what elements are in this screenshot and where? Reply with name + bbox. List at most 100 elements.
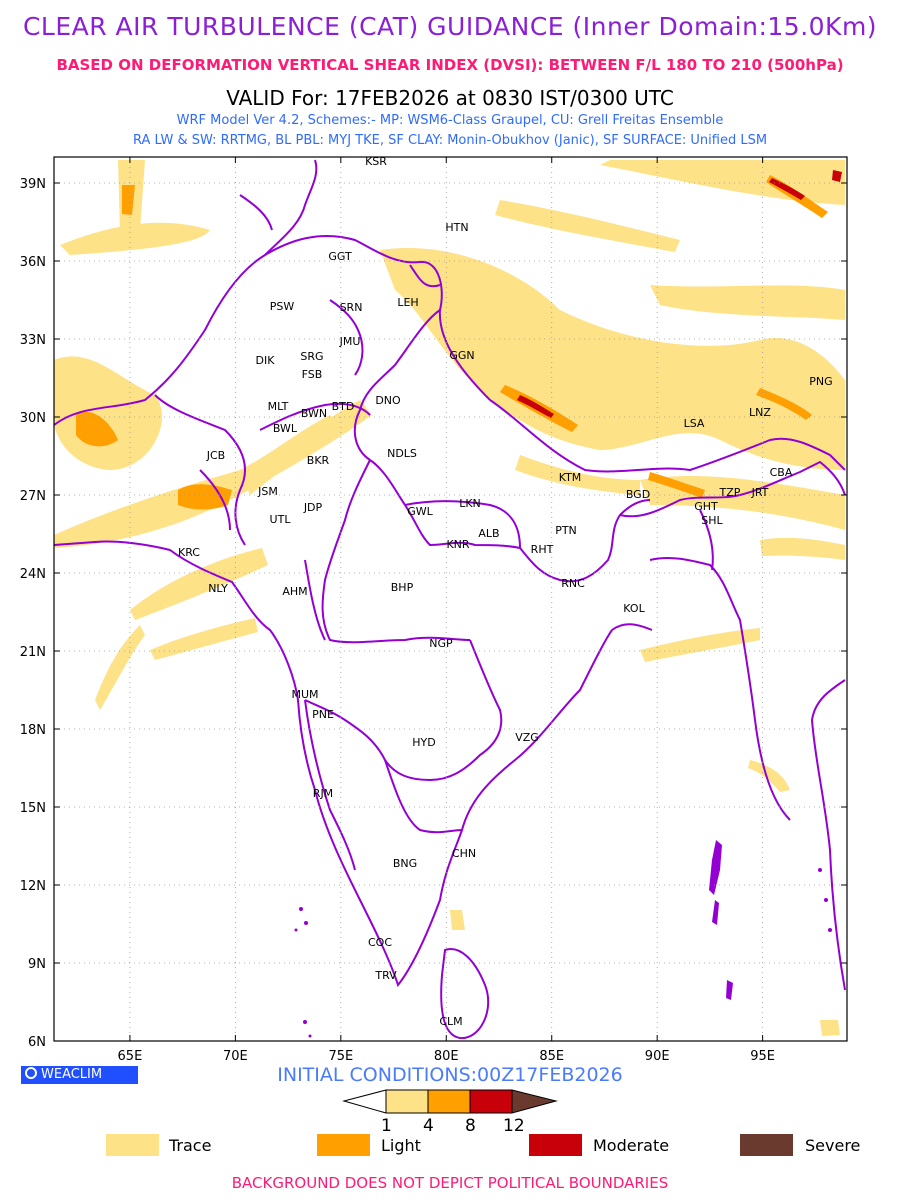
station-label: LSA — [684, 417, 705, 430]
station-label: KOL — [623, 602, 645, 615]
colorbar-segment-1-4 — [385, 1089, 429, 1114]
station-label: MLT — [268, 400, 289, 413]
legend-swatch-moderate — [529, 1134, 582, 1156]
station-label: JDP — [303, 501, 323, 514]
lat-tick-label: 21N — [20, 645, 46, 660]
lon-tick-label: 85E — [539, 1049, 564, 1064]
colorbar-tick-12: 12 — [503, 1116, 525, 1136]
station-label: JRT — [751, 486, 769, 499]
station-label: BWN — [301, 407, 327, 420]
lat-tick-label: 30N — [20, 411, 46, 426]
station-label: VZG — [515, 731, 539, 744]
lat-tick-label: 36N — [20, 255, 46, 270]
colorbar — [342, 1089, 558, 1114]
lon-tick-label: 70E — [223, 1049, 248, 1064]
lon-tick-label: 90E — [645, 1049, 670, 1064]
colorbar-segment-above-12 — [511, 1089, 558, 1114]
station-label: BTD — [332, 400, 355, 413]
station-label: SHL — [701, 514, 723, 527]
station-label: CHN — [452, 847, 476, 860]
station-label: LEH — [397, 296, 418, 309]
station-label: CLM — [439, 1015, 462, 1028]
moderate-shading — [517, 170, 842, 418]
lat-tick-label: 12N — [20, 879, 46, 894]
station-label: JCB — [206, 449, 225, 462]
axis-ticks — [54, 157, 847, 1042]
legend-swatch-severe — [740, 1134, 793, 1156]
station-label: GGT — [328, 250, 352, 263]
station-label: KTM — [559, 471, 582, 484]
colorbar-tick-4: 4 — [423, 1116, 434, 1136]
legend-swatch-light — [317, 1134, 370, 1156]
station-label: BGD — [626, 488, 650, 501]
colorbar-tick-8: 8 — [465, 1116, 476, 1136]
station-label: TZP — [719, 486, 741, 499]
colorbar-tick-1: 1 — [381, 1116, 392, 1136]
station-label: AHM — [282, 585, 307, 598]
station-label: RJM — [313, 787, 333, 800]
colorbar-segment-8-12 — [469, 1089, 513, 1114]
lat-tick-label: 27N — [20, 489, 46, 504]
lat-tick-label: 6N — [28, 1035, 46, 1050]
station-label: CBA — [770, 466, 793, 479]
station-label: TRV — [374, 969, 397, 982]
legend-label-light: Light — [381, 1136, 421, 1155]
colorbar-segment-below-1 — [342, 1089, 387, 1114]
station-label: DNO — [375, 394, 401, 407]
footer-disclaimer: BACKGROUND DOES NOT DEPICT POLITICAL BOU… — [231, 1174, 669, 1192]
station-label: LKN — [459, 497, 481, 510]
valid-time: VALID For: 17FEB2026 at 0830 IST/0300 UT… — [226, 86, 674, 110]
station-label: KSR — [365, 155, 387, 168]
lat-tick-label: 15N — [20, 801, 46, 816]
station-label: NDLS — [387, 447, 417, 460]
legend-swatch-trace — [106, 1134, 159, 1156]
copyright-icon — [25, 1067, 37, 1079]
chart-subtitle: BASED ON DEFORMATION VERTICAL SHEAR INDE… — [56, 56, 844, 74]
station-label: PNE — [312, 708, 334, 721]
lat-tick-label: 39N — [20, 177, 46, 192]
station-label: BHP — [391, 581, 414, 594]
station-label: RHT — [531, 543, 554, 556]
colorbar-segment-4-8 — [427, 1089, 471, 1114]
station-label: HYD — [412, 736, 435, 749]
model-info-line-1: WRF Model Ver 4.2, Schemes:- MP: WSM6-Cl… — [176, 113, 724, 128]
station-label: BNG — [393, 857, 417, 870]
brand-label: WEACLIM — [41, 1067, 103, 1082]
station-label: RNC — [561, 577, 585, 590]
station-label: BKR — [307, 454, 330, 467]
lat-tick-label: 9N — [28, 957, 46, 972]
trace-shading — [54, 160, 845, 1036]
station-label: GHT — [694, 500, 718, 513]
station-label: PTN — [555, 524, 577, 537]
legend-label-trace: Trace — [169, 1136, 212, 1155]
station-label: NGP — [429, 637, 453, 650]
andaman-islands — [294, 840, 832, 1038]
station-label: FSB — [302, 368, 323, 381]
legend-label-moderate: Moderate — [593, 1136, 670, 1155]
lat-tick-label: 24N — [20, 567, 46, 582]
initial-conditions: INITIAL CONDITIONS:00Z17FEB2026 — [277, 1064, 623, 1086]
axis-labels: 39N 36N 33N 30N 27N 24N 21N 18N 15N 12N 9N 6N 65E 70E… — [20, 177, 775, 1064]
station-label: PSW — [270, 300, 295, 313]
station-label: GGN — [449, 349, 474, 362]
lat-tick-label: 18N — [20, 723, 46, 738]
station-label: UTL — [270, 513, 292, 526]
station-label: SRN — [340, 301, 363, 314]
station-label: GWL — [407, 505, 433, 518]
station-label: JMU — [339, 335, 361, 348]
station-label: BWL — [273, 422, 298, 435]
legend-label-severe: Severe — [805, 1136, 861, 1155]
station-label: MUM — [291, 688, 318, 701]
weaclim-logo: WEACLIM — [21, 1066, 138, 1084]
station-label: JSM — [257, 485, 278, 498]
lat-tick-label: 33N — [20, 333, 46, 348]
station-label: LNZ — [749, 406, 771, 419]
station-label: SRG — [300, 350, 323, 363]
map-frame — [53, 156, 848, 1042]
chart-title: CLEAR AIR TURBULENCE (CAT) GUIDANCE (Inn… — [22, 12, 878, 41]
station-label: KNR — [446, 538, 469, 551]
lon-tick-label: 80E — [434, 1049, 459, 1064]
station-label: COC — [368, 936, 392, 949]
